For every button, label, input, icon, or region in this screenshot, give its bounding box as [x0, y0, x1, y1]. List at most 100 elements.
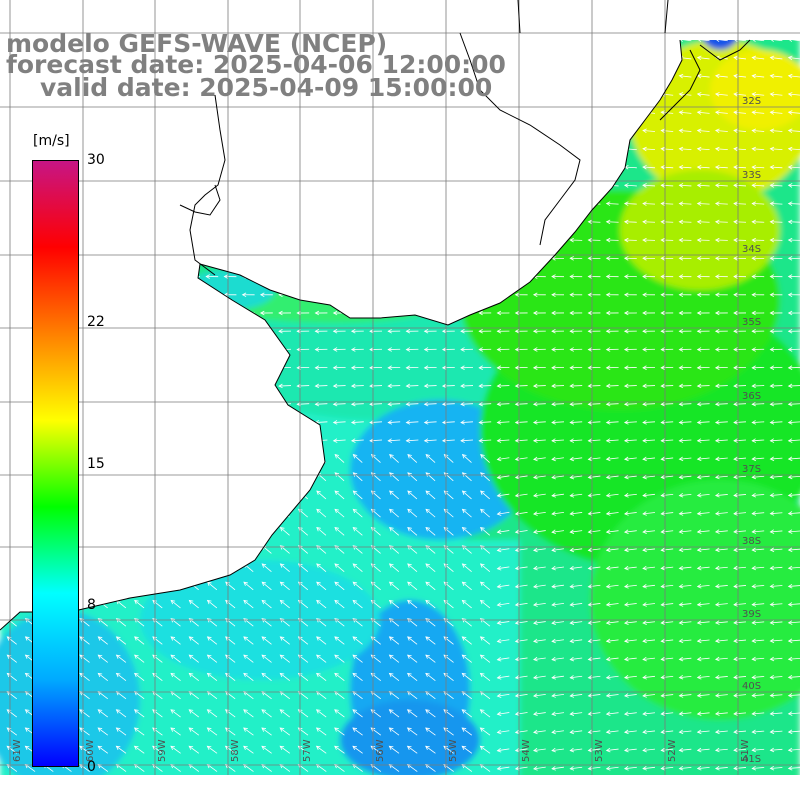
wind-arrow [407, 636, 418, 645]
wind-arrow [751, 656, 765, 662]
wind-arrow [751, 347, 765, 352]
wind-arrow [479, 709, 491, 718]
wind-arrow [569, 729, 583, 735]
wind-arrow [478, 347, 492, 352]
wind-arrow [369, 438, 383, 443]
wind-arrow [496, 693, 510, 698]
wind-arrow [787, 183, 800, 188]
wind-arrow [514, 602, 528, 607]
wind-arrow [605, 383, 619, 389]
wind-arrow [533, 729, 546, 735]
wind-arrow [206, 727, 218, 736]
wind-arrow [642, 146, 656, 152]
wind-arrow [496, 711, 510, 717]
wind-arrow [352, 508, 363, 518]
wind-arrow [751, 674, 765, 680]
wind-arrow [478, 328, 492, 334]
wind-arrow [587, 511, 601, 516]
latitude-label: 41S [742, 754, 761, 765]
wind-arrow [642, 565, 656, 571]
wind-arrow [605, 420, 619, 425]
wind-arrow [733, 438, 747, 443]
wind-arrow [751, 747, 765, 753]
wind-arrow [751, 92, 765, 97]
wind-arrow [170, 654, 181, 663]
wind-arrow [660, 328, 674, 334]
wind-arrow [751, 164, 765, 170]
wind-arrow [678, 237, 692, 243]
wind-arrow [642, 456, 656, 462]
wind-arrow [605, 365, 619, 370]
wind-arrow [533, 584, 546, 589]
wind-arrow [261, 581, 272, 591]
wind-arrow [605, 547, 619, 553]
wind-arrow [624, 565, 637, 571]
wind-arrow [496, 638, 510, 644]
wind-arrow [514, 584, 528, 589]
wind-arrow [587, 420, 601, 425]
longitude-label: 61W [12, 739, 23, 762]
wind-arrow [624, 729, 637, 735]
wind-arrow [678, 656, 692, 662]
wind-arrow [551, 365, 565, 370]
wind-arrow [787, 765, 800, 771]
wind-arrow [569, 328, 583, 334]
wind-arrow [623, 256, 637, 261]
wind-arrow [733, 565, 747, 571]
wind-arrow [460, 401, 474, 407]
wind-arrow [369, 328, 383, 334]
wind-arrow [660, 420, 674, 425]
wind-arrow [389, 454, 399, 463]
wind-arrow [624, 602, 637, 607]
wind-arrow [405, 420, 419, 425]
wind-arrow [642, 711, 656, 716]
wind-arrow [315, 745, 327, 754]
wind-arrow [97, 654, 108, 663]
wind-arrow [369, 420, 383, 425]
wind-arrow [787, 164, 800, 170]
wind-arrow [605, 474, 619, 480]
wind-arrow [660, 511, 674, 516]
wind-arrow [423, 365, 437, 370]
wind-arrow [461, 490, 472, 500]
wind-arrow [152, 672, 163, 681]
wind-arrow [605, 529, 619, 534]
wind-arrow [405, 347, 419, 352]
wind-arrow [714, 347, 728, 352]
wind-arrow [569, 456, 583, 462]
wind-arrow [587, 547, 601, 553]
wind-arrow [714, 602, 728, 607]
wind-arrow [387, 420, 401, 425]
wind-arrow [678, 110, 692, 115]
wind-arrow [605, 328, 619, 334]
wind-arrow [751, 456, 765, 462]
wind-arrow [751, 73, 765, 79]
wind-arrow [170, 636, 181, 645]
wind-arrow [461, 745, 473, 754]
wind-arrow [406, 727, 418, 736]
wind-arrow [623, 219, 637, 225]
wind-arrow [551, 310, 565, 316]
wind-arrow [751, 219, 765, 225]
wind-arrow [605, 711, 619, 716]
wind-arrow [405, 365, 419, 370]
wind-arrow [642, 328, 656, 334]
wind-arrow [334, 490, 345, 500]
wind-arrow [461, 672, 472, 681]
wind-arrow [751, 365, 765, 370]
wind-arrow [678, 456, 692, 462]
wind-arrow [678, 383, 692, 389]
wind-arrow [714, 146, 728, 152]
wind-arrow [751, 693, 765, 698]
wind-arrow [733, 456, 747, 462]
wind-arrow [407, 454, 418, 463]
wind-arrow [480, 454, 490, 463]
wind-arrow [623, 438, 637, 443]
wind-arrow [296, 328, 310, 334]
latitude-label: 34S [742, 244, 761, 255]
wind-arrow [751, 146, 765, 152]
wind-arrow [316, 654, 327, 663]
wind-arrow [751, 474, 765, 480]
wind-arrow [315, 727, 327, 736]
colorbar-unit: [m/s] [33, 133, 70, 149]
